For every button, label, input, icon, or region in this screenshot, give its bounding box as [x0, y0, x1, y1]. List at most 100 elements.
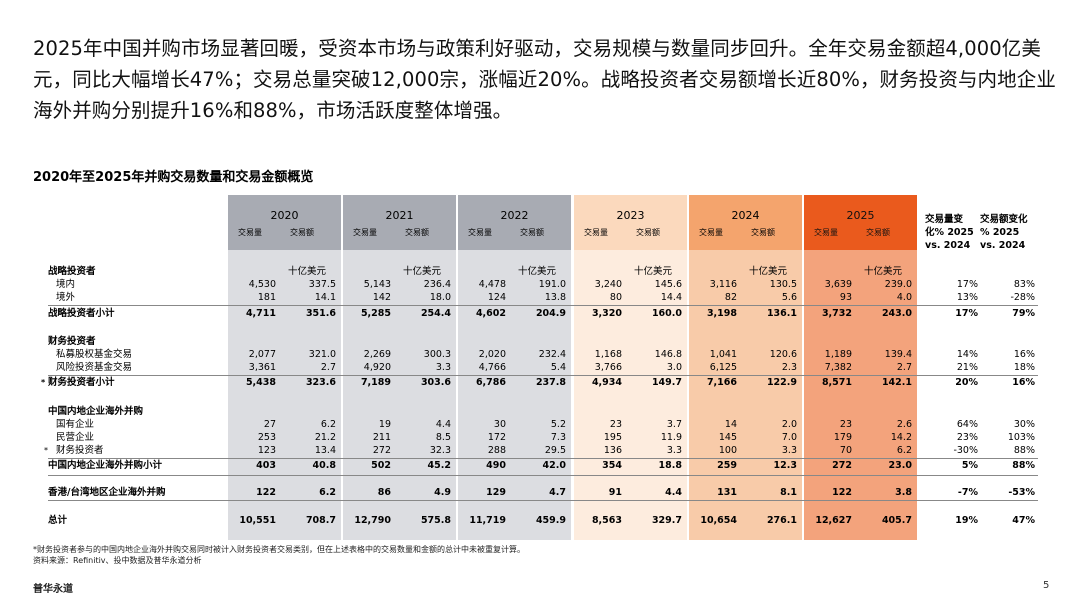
row-label: 私募股权基金交易	[56, 349, 133, 360]
cell-value: 191.0	[538, 279, 566, 290]
table-row-hk: 香港/台湾地区企业海外并购 122 6.2 86 4.9 129 4.7 91 4.4 131 8.…	[0, 486, 1080, 499]
footnote-marker: *	[44, 446, 48, 455]
row-label: 财务投资者小计	[48, 377, 115, 388]
cell-value: 708.7	[305, 515, 336, 526]
section-heading: 中国内地企业海外并购	[0, 405, 1080, 418]
cell-value: 4,766	[478, 362, 506, 373]
year-column-bg-2023	[574, 195, 687, 540]
unit-label: 十亿美元	[403, 266, 442, 277]
cell-value: 1,041	[709, 349, 737, 360]
page-number: 5	[1043, 580, 1050, 591]
cell-value: 13.4	[314, 445, 336, 456]
cell-value: 16%	[1013, 349, 1035, 360]
cell-value: 254.4	[420, 308, 451, 319]
cell-value: 7.3	[550, 432, 566, 443]
cell-value: 6.2	[896, 445, 912, 456]
value-sublabel: 交易额	[866, 228, 890, 237]
cell-value: 2.3	[781, 362, 797, 373]
change-header-line: vs. 2024	[925, 240, 971, 251]
year-header-2023: 2023 交易量 交易额	[574, 195, 687, 250]
year-column-bg-2021	[343, 195, 456, 540]
unit-label: 十亿美元	[634, 266, 673, 277]
table-row-o-soe: 国有企业 27 6.2 19 4.4 30 5.2 23 3.7 14 2.0 23 2.6 64% 30%	[0, 418, 1080, 431]
cell-value: 103%	[1007, 432, 1035, 443]
cell-value: 100	[718, 445, 737, 456]
cell-value: 4,920	[363, 362, 391, 373]
cell-value: 323.6	[305, 377, 336, 388]
cell-value: 8.1	[780, 487, 797, 498]
year-label: 2022	[500, 209, 529, 222]
year-header-2021: 2021 交易量 交易额	[343, 195, 456, 250]
table-row-o-pvt: 民营企业 253 21.2 211 8.5 172 7.3 195 11.9 145 7.0 179 1…	[0, 431, 1080, 444]
cell-value: 23.0	[888, 460, 912, 471]
chg-vol-header: 交易量变 化% 2025 vs. 2024	[925, 213, 974, 252]
footnote: *财务投资者参与的中国内地企业海外并购交易同时被计入财务投资者交易类别，但在上述…	[33, 545, 525, 554]
divider-line	[48, 500, 1038, 501]
cell-value: 122.9	[766, 377, 797, 388]
cell-value: 405.7	[881, 515, 912, 526]
cell-value: 4,478	[478, 279, 506, 290]
cell-value: 6,786	[475, 377, 506, 388]
cell-value: 303.6	[420, 377, 451, 388]
cell-value: 122	[256, 487, 276, 498]
cell-value: 2.6	[896, 419, 912, 430]
year-header-2024: 2024 交易量 交易额	[689, 195, 802, 250]
value-sublabel: 交易额	[290, 228, 314, 237]
year-column-bg-2025	[804, 195, 917, 540]
cell-value: 70	[839, 445, 852, 456]
cell-value: 3,320	[591, 308, 622, 319]
table-row-s-ovs: 境外 181 14.1 142 18.0 124 13.8 80 14.4 82 5.6 93 4.0 1…	[0, 291, 1080, 304]
table-row-f-sub: * 财务投资者小计 5,438 323.6 7,189 303.6 6,786 237.8 4,…	[0, 376, 1080, 389]
cell-value: 64%	[956, 419, 978, 430]
cell-value: 10,551	[239, 515, 276, 526]
cell-value: 11,719	[469, 515, 506, 526]
cell-value: 7,189	[360, 377, 391, 388]
volume-sublabel: 交易量	[468, 228, 492, 237]
row-label: 中国内地企业海外并购小计	[48, 460, 163, 471]
cell-value: 4.9	[434, 487, 451, 498]
cell-value: 6.2	[320, 419, 336, 430]
cell-value: 4,530	[248, 279, 276, 290]
cell-value: 142.1	[881, 377, 912, 388]
unit-label: 十亿美元	[288, 266, 327, 277]
year-column-bg-2024	[689, 195, 802, 540]
cell-value: 20%	[955, 377, 978, 388]
source-note: 资料来源：Refinitiv、投中数据及普华永道分析	[33, 556, 202, 565]
cell-value: 120.6	[769, 349, 797, 360]
cell-value: 3,361	[248, 362, 276, 373]
cell-value: 16%	[1012, 377, 1035, 388]
cell-value: 5,438	[245, 377, 276, 388]
cell-value: 130.5	[769, 279, 797, 290]
cell-value: 403	[256, 460, 276, 471]
cell-value: 3.0	[666, 362, 682, 373]
table-row-f-pe: 私募股权基金交易 2,077 321.0 2,269 300.3 2,020 232.4 1,…	[0, 348, 1080, 361]
year-label: 2021	[385, 209, 414, 222]
cell-value: -7%	[957, 487, 978, 498]
cell-value: 3.3	[781, 445, 797, 456]
volume-sublabel: 交易量	[814, 228, 838, 237]
section-heading-label: 财务投资者	[48, 336, 96, 347]
cell-value: 17%	[955, 308, 978, 319]
cell-value: 3.7	[666, 419, 682, 430]
change-header-line: 交易量变	[925, 214, 964, 225]
cell-value: 27	[263, 419, 276, 430]
volume-sublabel: 交易量	[238, 228, 262, 237]
cell-value: 13.8	[544, 292, 566, 303]
cell-value: 288	[487, 445, 506, 456]
cell-value: -53%	[1008, 487, 1035, 498]
cell-value: 4,602	[475, 308, 506, 319]
cell-value: 321.0	[308, 349, 336, 360]
year-label: 2024	[731, 209, 760, 222]
headline-text: 2025年中国并购市场显著回暖，受资本市场与政策利好驱动，交易规模与数量同步回升…	[33, 37, 1056, 122]
cell-value: 21.2	[314, 432, 336, 443]
cell-value: 2.0	[781, 419, 797, 430]
cell-value: 5.2	[550, 419, 566, 430]
year-column-bg-2022	[458, 195, 571, 540]
cell-value: 91	[608, 487, 622, 498]
cell-value: 47%	[1012, 515, 1035, 526]
cell-value: 146.8	[654, 349, 682, 360]
cell-value: 2.7	[320, 362, 336, 373]
cell-value: 5%	[961, 460, 978, 471]
cell-value: 1,168	[594, 349, 622, 360]
cell-value: 83%	[1013, 279, 1035, 290]
